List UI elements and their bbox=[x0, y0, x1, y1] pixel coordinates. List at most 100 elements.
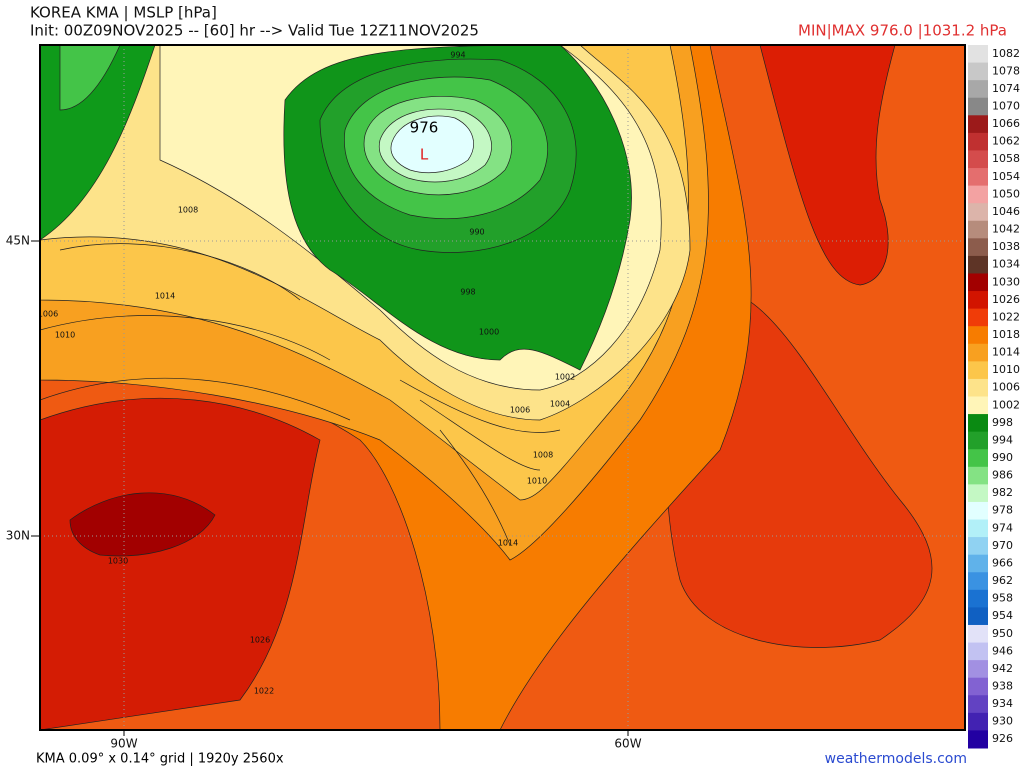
colorbar-label: 1066 bbox=[992, 117, 1020, 130]
colorbar-swatch bbox=[968, 343, 988, 362]
lon-label: 60W bbox=[614, 737, 641, 751]
low-pressure-value: 976 bbox=[410, 119, 439, 137]
contour-label: 1014 bbox=[498, 539, 518, 548]
colorbar-label: 966 bbox=[992, 556, 1013, 569]
field bbox=[69, 492, 216, 557]
colorbar-swatch bbox=[968, 238, 988, 257]
colorbar-label: 1038 bbox=[992, 240, 1020, 253]
colorbar-label: 926 bbox=[992, 732, 1013, 745]
colorbar-swatch bbox=[968, 660, 988, 679]
colorbar-label: 974 bbox=[992, 521, 1013, 534]
axes: 45N 30N 90W 60W bbox=[6, 234, 642, 751]
colorbar-label: 1018 bbox=[992, 328, 1020, 341]
colorbar-label: 1082 bbox=[992, 47, 1020, 60]
colorbar-swatch bbox=[968, 308, 988, 327]
contour-label: 1008 bbox=[178, 206, 198, 215]
colorbar-swatch bbox=[968, 80, 988, 99]
colorbar-swatch bbox=[968, 449, 988, 468]
contour-label: 1008 bbox=[533, 451, 553, 460]
colorbar-label: 970 bbox=[992, 539, 1013, 552]
colorbar-label: 1078 bbox=[992, 64, 1020, 77]
colorbar-label: 1050 bbox=[992, 187, 1020, 200]
field bbox=[759, 45, 896, 286]
colorbar-swatch bbox=[968, 642, 988, 661]
colorbar-swatch bbox=[968, 97, 988, 116]
contour-label: 994 bbox=[450, 51, 465, 60]
colorbar-swatch bbox=[968, 589, 988, 608]
contour-label: 998 bbox=[460, 288, 475, 297]
colorbar-swatch bbox=[968, 501, 988, 521]
colorbar-swatch bbox=[968, 291, 988, 310]
contour-labels: 1008 1014 1006 1010 994 990 998 1000 1002 1004 100… bbox=[38, 51, 575, 696]
contour-label: 1006 bbox=[510, 406, 530, 415]
colorbar-swatch bbox=[968, 677, 988, 696]
lat-label: 45N bbox=[6, 234, 30, 248]
contour-label: 1010 bbox=[527, 477, 547, 486]
colorbar-label: 1002 bbox=[992, 398, 1020, 411]
lat-label: 30N bbox=[6, 529, 30, 543]
map: 976 L 1008101410061010994990998100010021… bbox=[38, 45, 965, 730]
colorbar-label: 978 bbox=[992, 504, 1013, 517]
colorbar-swatch bbox=[968, 378, 988, 397]
colorbar-label: 1034 bbox=[992, 258, 1020, 271]
colorbar-label: 1042 bbox=[992, 223, 1020, 236]
colorbar-swatch bbox=[968, 168, 988, 187]
contour-line bbox=[40, 243, 561, 546]
footer-grid: KMA 0.09° x 0.14° grid | 1920y 2560x bbox=[36, 752, 284, 767]
colorbar-swatch bbox=[968, 150, 988, 169]
colorbar-swatch bbox=[968, 712, 988, 731]
contour-label: 1004 bbox=[550, 400, 570, 409]
colorbar-swatch bbox=[968, 273, 988, 292]
colorbar-swatch bbox=[968, 132, 988, 151]
colorbar-label: 1070 bbox=[992, 100, 1020, 113]
colorbar-swatch bbox=[968, 396, 988, 415]
contour-label: 1010 bbox=[55, 331, 75, 340]
colorbar-swatch bbox=[968, 45, 988, 64]
contour-label: 1014 bbox=[155, 292, 175, 301]
colorbar-label: 1026 bbox=[992, 293, 1020, 306]
colorbar-swatch bbox=[968, 255, 988, 274]
colorbar-swatch bbox=[968, 361, 988, 380]
colorbar-label: 994 bbox=[992, 433, 1013, 446]
colorbar-swatch bbox=[968, 554, 988, 573]
colorbar-swatch bbox=[968, 414, 988, 433]
title: KOREA KMA | MSLP [hPa] bbox=[30, 4, 217, 22]
colorbar-swatch bbox=[968, 203, 988, 222]
colorbar-label: 1006 bbox=[992, 381, 1020, 394]
colorbar-swatch bbox=[968, 537, 988, 556]
colorbar-label: 982 bbox=[992, 486, 1013, 499]
contour-label: 1002 bbox=[555, 373, 575, 382]
colorbar-label: 990 bbox=[992, 451, 1013, 464]
colorbar-label: 950 bbox=[992, 627, 1013, 640]
colorbar-label: 942 bbox=[992, 662, 1013, 675]
colorbar-label: 1030 bbox=[992, 275, 1020, 288]
colorbar-label: 946 bbox=[992, 644, 1013, 657]
colorbar-swatch bbox=[968, 115, 988, 134]
colorbar-label: 998 bbox=[992, 416, 1013, 429]
colorbar: 1082 1078 1074 1070 1066 1062 1058 1054 1050 1046… bbox=[968, 45, 1020, 749]
low-pressure-marker: L bbox=[420, 146, 429, 164]
colorbar-label: 938 bbox=[992, 679, 1013, 692]
colorbar-label: 1046 bbox=[992, 205, 1020, 218]
colorbar-swatch bbox=[968, 730, 988, 749]
colorbar-swatch bbox=[968, 572, 988, 591]
field bbox=[390, 115, 474, 174]
contour-label: 1030 bbox=[108, 557, 128, 566]
colorbar-swatch bbox=[968, 185, 988, 204]
colorbar-swatch bbox=[968, 484, 988, 503]
colorbar-label: 962 bbox=[992, 574, 1013, 587]
field bbox=[40, 397, 321, 730]
colorbar-label: 958 bbox=[992, 592, 1013, 605]
contour-label: 1022 bbox=[254, 687, 274, 696]
colorbar-swatch bbox=[968, 220, 988, 239]
min-max: MIN|MAX 976.0 |1031.2 hPa bbox=[798, 22, 1007, 40]
colorbar-swatch bbox=[968, 519, 988, 538]
colorbar-label: 930 bbox=[992, 715, 1013, 728]
colorbar-label: 934 bbox=[992, 697, 1013, 710]
colorbar-label: 1022 bbox=[992, 310, 1020, 323]
map-frame bbox=[39, 44, 966, 731]
subtitle: Init: 00Z09NOV2025 -- [60] hr --> Valid … bbox=[30, 22, 479, 40]
contour-label: 1006 bbox=[38, 310, 58, 319]
